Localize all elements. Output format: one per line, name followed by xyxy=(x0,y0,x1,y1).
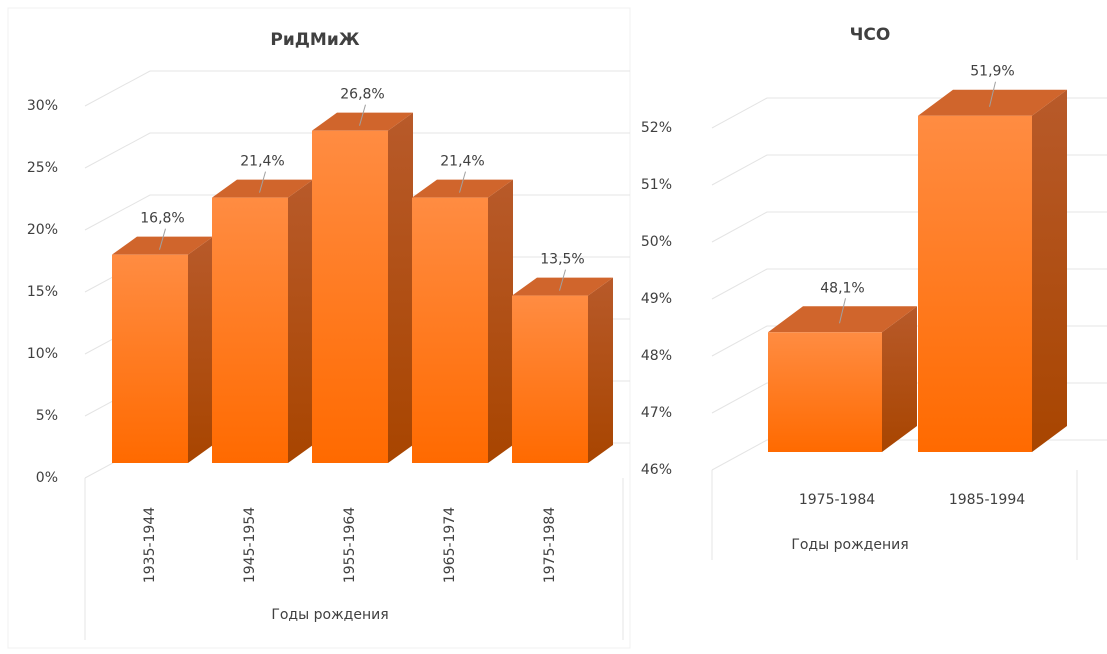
bar-top xyxy=(312,112,413,131)
label-leader xyxy=(559,269,566,291)
x-tick-label: 1955-1964 xyxy=(342,507,358,583)
chart-border xyxy=(7,7,631,649)
bar xyxy=(768,332,882,452)
bar xyxy=(312,130,388,463)
y-tick-label: 52% xyxy=(641,120,672,136)
bar-top xyxy=(768,306,917,333)
chart-title: РиДМиЖ xyxy=(270,30,359,50)
bar xyxy=(918,115,1032,452)
x-tick-label: 1935-1944 xyxy=(142,507,158,583)
data-label: 26,8% xyxy=(340,87,384,103)
bar-side xyxy=(288,179,313,463)
bar-top xyxy=(918,89,1067,116)
y-tick-label: 47% xyxy=(641,405,672,421)
data-label: 13,5% xyxy=(540,252,584,268)
label-leader xyxy=(989,81,996,107)
y-tick-label: 50% xyxy=(641,234,672,250)
y-tick-label: 5% xyxy=(36,408,58,424)
x-tick-label: 1985-1994 xyxy=(949,492,1025,508)
y-tick-label: 10% xyxy=(27,346,58,362)
grid-line xyxy=(84,132,630,169)
label-leader xyxy=(259,171,266,193)
x-tick-label: 1945-1954 xyxy=(242,507,258,583)
y-tick-label: 15% xyxy=(27,284,58,300)
grid-line xyxy=(84,70,630,107)
y-tick-label: 51% xyxy=(641,177,672,193)
bar-top xyxy=(512,277,613,296)
y-tick-label: 49% xyxy=(641,291,672,307)
x-tick-label: 1975-1984 xyxy=(542,507,558,583)
data-label: 16,8% xyxy=(140,211,184,227)
y-tick-label: 25% xyxy=(27,160,58,176)
bar xyxy=(112,254,188,463)
bar xyxy=(512,295,588,463)
bar-side xyxy=(488,179,513,463)
bar xyxy=(412,197,488,463)
y-tick-label: 48% xyxy=(641,348,672,364)
x-tick-label: 1965-1974 xyxy=(442,507,458,583)
label-leader xyxy=(159,228,166,250)
x-tick-label: 1975-1984 xyxy=(799,492,875,508)
data-label: 48,1% xyxy=(820,280,864,296)
bar-top xyxy=(112,236,213,255)
y-tick-label: 46% xyxy=(641,462,672,478)
x-axis-label: Годы рождения xyxy=(791,537,908,553)
bar xyxy=(212,197,288,463)
bar-side xyxy=(1032,89,1067,452)
y-tick-label: 30% xyxy=(27,98,58,114)
label-leader xyxy=(359,104,366,126)
x-axis-label: Годы рождения xyxy=(271,607,388,623)
data-label: 21,4% xyxy=(440,154,484,170)
bar-top xyxy=(412,179,513,198)
bar-side xyxy=(588,277,613,463)
bar-side xyxy=(882,306,917,452)
y-tick-label: 0% xyxy=(36,470,58,486)
chart-title: ЧСО xyxy=(850,25,891,45)
label-leader xyxy=(459,171,466,193)
bar-top xyxy=(212,179,313,198)
y-tick-label: 20% xyxy=(27,222,58,238)
data-label: 21,4% xyxy=(240,154,284,170)
bar-side xyxy=(188,236,213,463)
label-leader xyxy=(839,298,846,324)
bar-side xyxy=(388,112,413,464)
data-label: 51,9% xyxy=(970,64,1014,80)
